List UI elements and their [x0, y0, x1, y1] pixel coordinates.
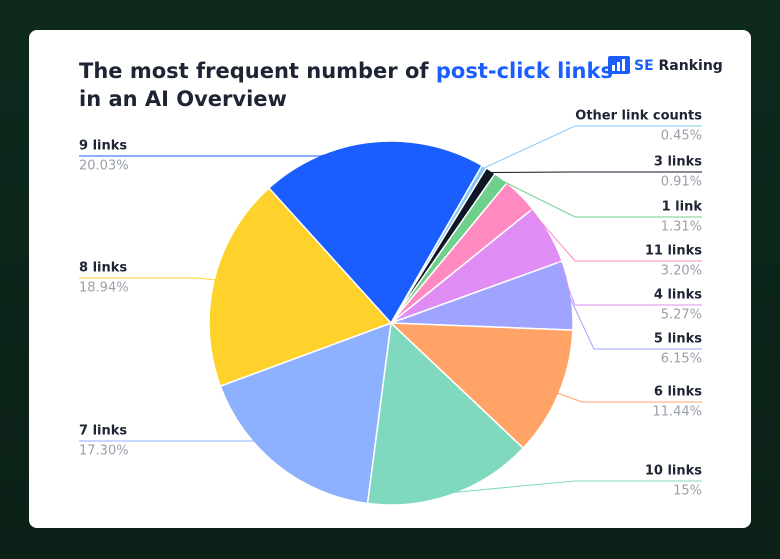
slice-label: 6 links: [654, 385, 702, 400]
slice-label: 8 links: [79, 261, 127, 276]
slice-label: 11 links: [645, 244, 702, 259]
leader-line: [79, 143, 373, 157]
logo-bar: [622, 59, 625, 71]
leader-line: [482, 125, 702, 169]
slice-label: 5 links: [654, 332, 702, 347]
leader-line: [79, 277, 217, 281]
slice-label: 10 links: [645, 464, 702, 479]
pie-slice: [267, 140, 484, 325]
brand-se: SE: [634, 58, 654, 74]
title-text: The most frequent number of: [79, 59, 429, 83]
title-highlight: post-click links: [436, 59, 613, 83]
slice-value-label: 15%: [673, 484, 702, 499]
slice-label: 9 links: [79, 139, 127, 154]
slice-label: 3 links: [654, 155, 702, 170]
leader-line: [568, 295, 702, 350]
leader-line: [79, 440, 280, 465]
slice-label: 4 links: [654, 288, 702, 303]
slice-value-label: 1.31%: [661, 220, 702, 235]
chart-title-line2: in an AI Overview: [79, 87, 287, 111]
brand-logo: SE Ranking: [608, 56, 723, 74]
pie-slice: [219, 321, 392, 505]
leader-line: [499, 179, 702, 218]
brand-ranking: Ranking: [659, 58, 723, 74]
slice-label: Other link counts: [575, 109, 702, 124]
slice-value-label: 6.15%: [661, 352, 702, 367]
slice-value-label: 17.30%: [79, 444, 129, 459]
leader-line: [556, 392, 702, 403]
logo-bar: [612, 65, 615, 71]
slice-value-label: 5.27%: [661, 308, 702, 323]
slice-label: 7 links: [79, 424, 127, 439]
pie-slice: [366, 321, 525, 506]
brand-name: SE Ranking: [634, 58, 723, 74]
slice-value-label: 18.94%: [79, 281, 129, 296]
leader-line: [451, 480, 702, 494]
leader-line: [518, 196, 702, 262]
slice-value-label: 3.20%: [661, 264, 702, 279]
slice-value-label: 0.91%: [661, 175, 702, 190]
slice-value-label: 0.45%: [661, 129, 702, 144]
chart-title: The most frequent number of post-click l…: [79, 59, 613, 83]
slice-label: 1 link: [662, 200, 703, 215]
slice-value-label: 20.03%: [79, 159, 129, 174]
slice-value-label: 11.44%: [652, 405, 702, 420]
leader-line: [547, 234, 702, 306]
logo-bar: [617, 62, 620, 71]
